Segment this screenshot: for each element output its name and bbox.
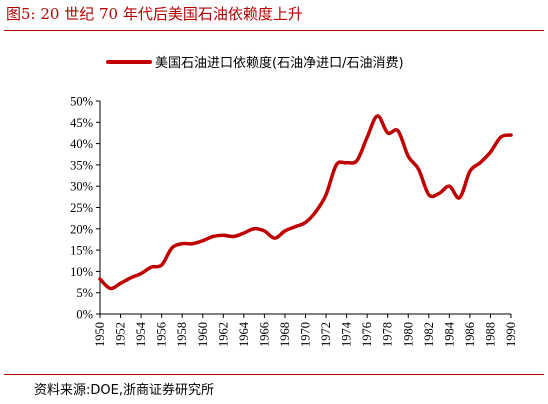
y-tick-label: 5% [76, 286, 93, 300]
x-tick-label: 1968 [278, 322, 292, 347]
x-tick-label: 1980 [401, 322, 415, 347]
y-axis: 0% 5% 10% 15% 20% 25% 30% 35% 40% 45% 50% [70, 95, 101, 322]
y-tick-label: 20% [70, 222, 93, 236]
x-tick-label: 1972 [319, 322, 333, 347]
x-tick-label: 1960 [196, 322, 210, 347]
figure-title: 图5: 20 世纪 70 年代后美国石油依赖度上升 [6, 5, 303, 23]
y-tick-label: 30% [70, 180, 93, 194]
x-tick-label: 1982 [422, 322, 436, 347]
title-divider [4, 30, 544, 31]
y-tick-label: 50% [70, 95, 93, 109]
series-line [98, 114, 513, 291]
x-tick-label: 1966 [257, 322, 271, 347]
x-tick-label: 1962 [216, 322, 230, 347]
x-tick-label: 1950 [93, 322, 107, 347]
y-tick-label: 40% [70, 137, 93, 151]
x-axis: 1950 1952 1954 1956 1958 1960 1962 1964 1966 1968… [93, 313, 518, 347]
source-divider [4, 374, 544, 375]
x-tick-label: 1964 [237, 321, 251, 347]
x-tick-label: 1984 [442, 321, 456, 347]
x-tick-label: 1974 [340, 321, 354, 347]
x-tick-label: 1988 [483, 322, 497, 347]
x-tick-label: 1990 [504, 322, 518, 347]
y-tick-label: 25% [70, 201, 93, 215]
y-tick-label: 0% [76, 308, 93, 322]
y-tick-label: 15% [70, 244, 93, 258]
y-tick-label: 35% [70, 158, 93, 172]
legend-label: 美国石油进口依赖度(石油净进口/石油消费) [155, 55, 404, 71]
chart-legend: 美国石油进口依赖度(石油净进口/石油消费) [106, 55, 404, 71]
x-tick-label: 1958 [175, 322, 189, 347]
x-tick-label: 1954 [134, 321, 148, 347]
x-tick-label: 1956 [155, 322, 169, 347]
x-tick-label: 1952 [114, 322, 128, 347]
x-tick-label: 1986 [463, 322, 477, 347]
source-note: 资料来源:DOE,浙商证券研究所 [34, 383, 214, 398]
y-tick-label: 10% [70, 265, 93, 279]
x-tick-label: 1978 [381, 322, 395, 347]
x-tick-label: 1970 [299, 322, 313, 347]
y-tick-label: 45% [70, 116, 93, 130]
x-tick-label: 1976 [360, 322, 374, 347]
